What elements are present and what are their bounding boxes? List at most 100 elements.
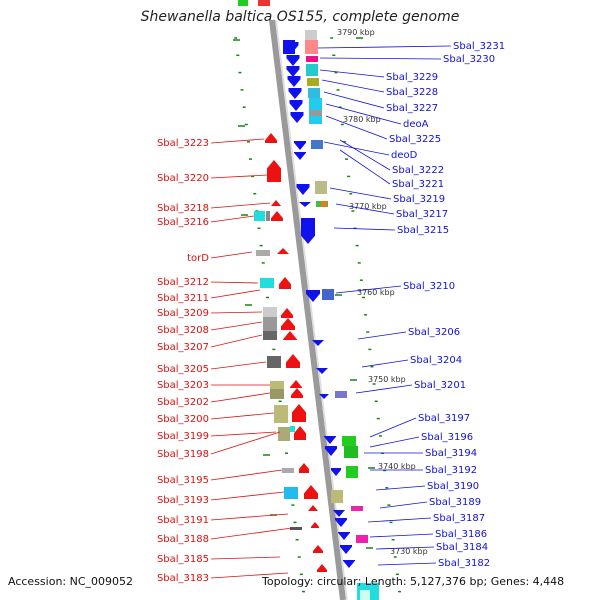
reverse-gene-arrow: [294, 152, 306, 160]
kbp-marker: 3730 kbp: [390, 547, 428, 556]
label-connector: [375, 546, 435, 550]
gene-label-right: Sbal_3201: [414, 380, 466, 391]
gene-block: [322, 289, 334, 300]
gene-label-left: Sbal_3218: [157, 203, 209, 214]
label-connector: [369, 436, 420, 448]
right-label-connectors: [317, 45, 452, 566]
gene-label-left: Sbal_3199: [157, 431, 209, 442]
gene-label-left: Sbal_3185: [157, 554, 209, 565]
gene-block: [360, 590, 370, 600]
label-connector: [319, 57, 442, 60]
gene-label-right: Sbal_3197: [418, 413, 470, 424]
label-connector: [210, 431, 281, 455]
gene-label-right: Sbal_3184: [436, 542, 488, 553]
gene-label-right: Sbal_3206: [408, 327, 460, 338]
gene-block: [263, 331, 277, 340]
gene-block: [305, 30, 317, 40]
label-connector: [210, 138, 265, 144]
kbp-marker: 3740 kbp: [378, 462, 416, 471]
gene-label-right: Sbal_3189: [429, 497, 481, 508]
gene-label-right: Sbal_3228: [386, 87, 438, 98]
label-connector: [375, 485, 426, 491]
gene-label-right: Sbal_3187: [433, 513, 485, 524]
gene-block: [256, 250, 270, 256]
genome-summary-text: Topology: circular; Length: 5,127,376 bp…: [262, 575, 565, 588]
label-connector: [319, 69, 385, 78]
gene-label-right: Sbal_3225: [389, 134, 441, 145]
label-connector: [210, 361, 267, 370]
gene-block: [310, 110, 322, 116]
gene-label-right: Sbal_3210: [403, 281, 455, 292]
reverse-gene-arrow: [331, 468, 341, 476]
reverse-gene-arrow: [335, 518, 347, 527]
gene-label-left: torD: [187, 253, 209, 264]
reverse-gene-arrow: [286, 55, 300, 66]
label-connector: [210, 174, 269, 179]
gene-block: [356, 535, 368, 543]
label-connector: [321, 79, 385, 93]
label-connector: [210, 491, 285, 501]
gene-label-right: Sbal_3204: [410, 355, 462, 366]
reverse-gene-arrow: [299, 202, 311, 207]
forward-gene-arrow: [313, 545, 323, 553]
label-connector: [210, 289, 261, 299]
forward-gene-arrow: [311, 522, 319, 528]
label-connector: [323, 91, 385, 109]
gene-label-left: Sbal_3193: [157, 495, 209, 506]
forward-gene-arrow: [286, 354, 300, 368]
label-connector: [210, 556, 281, 560]
label-connector: [369, 533, 434, 538]
forward-gene-arrow: [283, 331, 297, 340]
label-connector: [210, 311, 263, 314]
gene-label-left: Sbal_3203: [157, 380, 209, 391]
gene-label-right: Sbal_3190: [427, 481, 479, 492]
gene-block: [344, 446, 358, 458]
gene-block: [305, 40, 318, 54]
reverse-gene-arrow: [340, 545, 352, 554]
label-connector: [355, 384, 413, 394]
gene-block: [306, 64, 318, 76]
gene-label-right: Sbal_3231: [453, 41, 505, 52]
kbp-markers: 3790 kbp 3780 kbp 3770 kbp 3760 kbp 3750 kbp…: [337, 28, 428, 556]
gene-label-right: Sbal_3217: [396, 209, 448, 220]
gene-block: [282, 468, 294, 473]
gene-block: [270, 389, 284, 399]
gene-block: [306, 56, 318, 62]
gene-block: [263, 307, 277, 317]
gene-block: [342, 436, 356, 446]
kbp-marker: 3780 kbp: [343, 115, 381, 124]
gene-block: [238, 0, 248, 6]
label-connector: [210, 431, 277, 437]
label-connector: [210, 527, 293, 540]
label-connector: [210, 412, 275, 420]
label-connector: [339, 139, 391, 171]
gene-label-right: deoD: [391, 150, 418, 161]
reverse-gene-arrow: [312, 340, 324, 346]
reverse-gene-arrow: [290, 112, 304, 123]
gene-label-right: Sbal_3186: [435, 529, 487, 540]
gene-label-left: Sbal_3216: [157, 217, 209, 228]
gene-label-right: Sbal_3196: [421, 432, 473, 443]
kbp-marker: 3750 kbp: [368, 375, 406, 384]
gene-label-left: Sbal_3211: [157, 293, 209, 304]
label-connector: [335, 285, 402, 294]
gene-block: [263, 317, 277, 331]
right-labels: Sbal_3231 Sbal_3230 Sbal_3229 Sbal_3228 Sbal…: [386, 41, 505, 569]
tick-marks: [233, 37, 401, 593]
label-connector: [333, 227, 396, 231]
reverse-gene-arrow: [343, 560, 355, 568]
label-connector: [357, 331, 407, 340]
gene-label-left: Sbal_3209: [157, 308, 209, 319]
label-connector: [329, 187, 392, 200]
kbp-marker: 3760 kbp: [357, 288, 395, 297]
gene-block: [283, 40, 295, 54]
reverse-gene-arrow: [316, 368, 328, 374]
label-connector: [210, 513, 289, 521]
gene-label-right: Sbal_3221: [392, 179, 444, 190]
forward-gene-arrow: [265, 133, 277, 143]
forward-gene-arrow: [317, 564, 327, 572]
forward-gene-arrow: [271, 211, 283, 221]
reverse-gene-arrow: [319, 394, 329, 399]
gene-label-left: Sbal_3212: [157, 277, 209, 288]
forward-gene-arrow: [281, 318, 295, 330]
